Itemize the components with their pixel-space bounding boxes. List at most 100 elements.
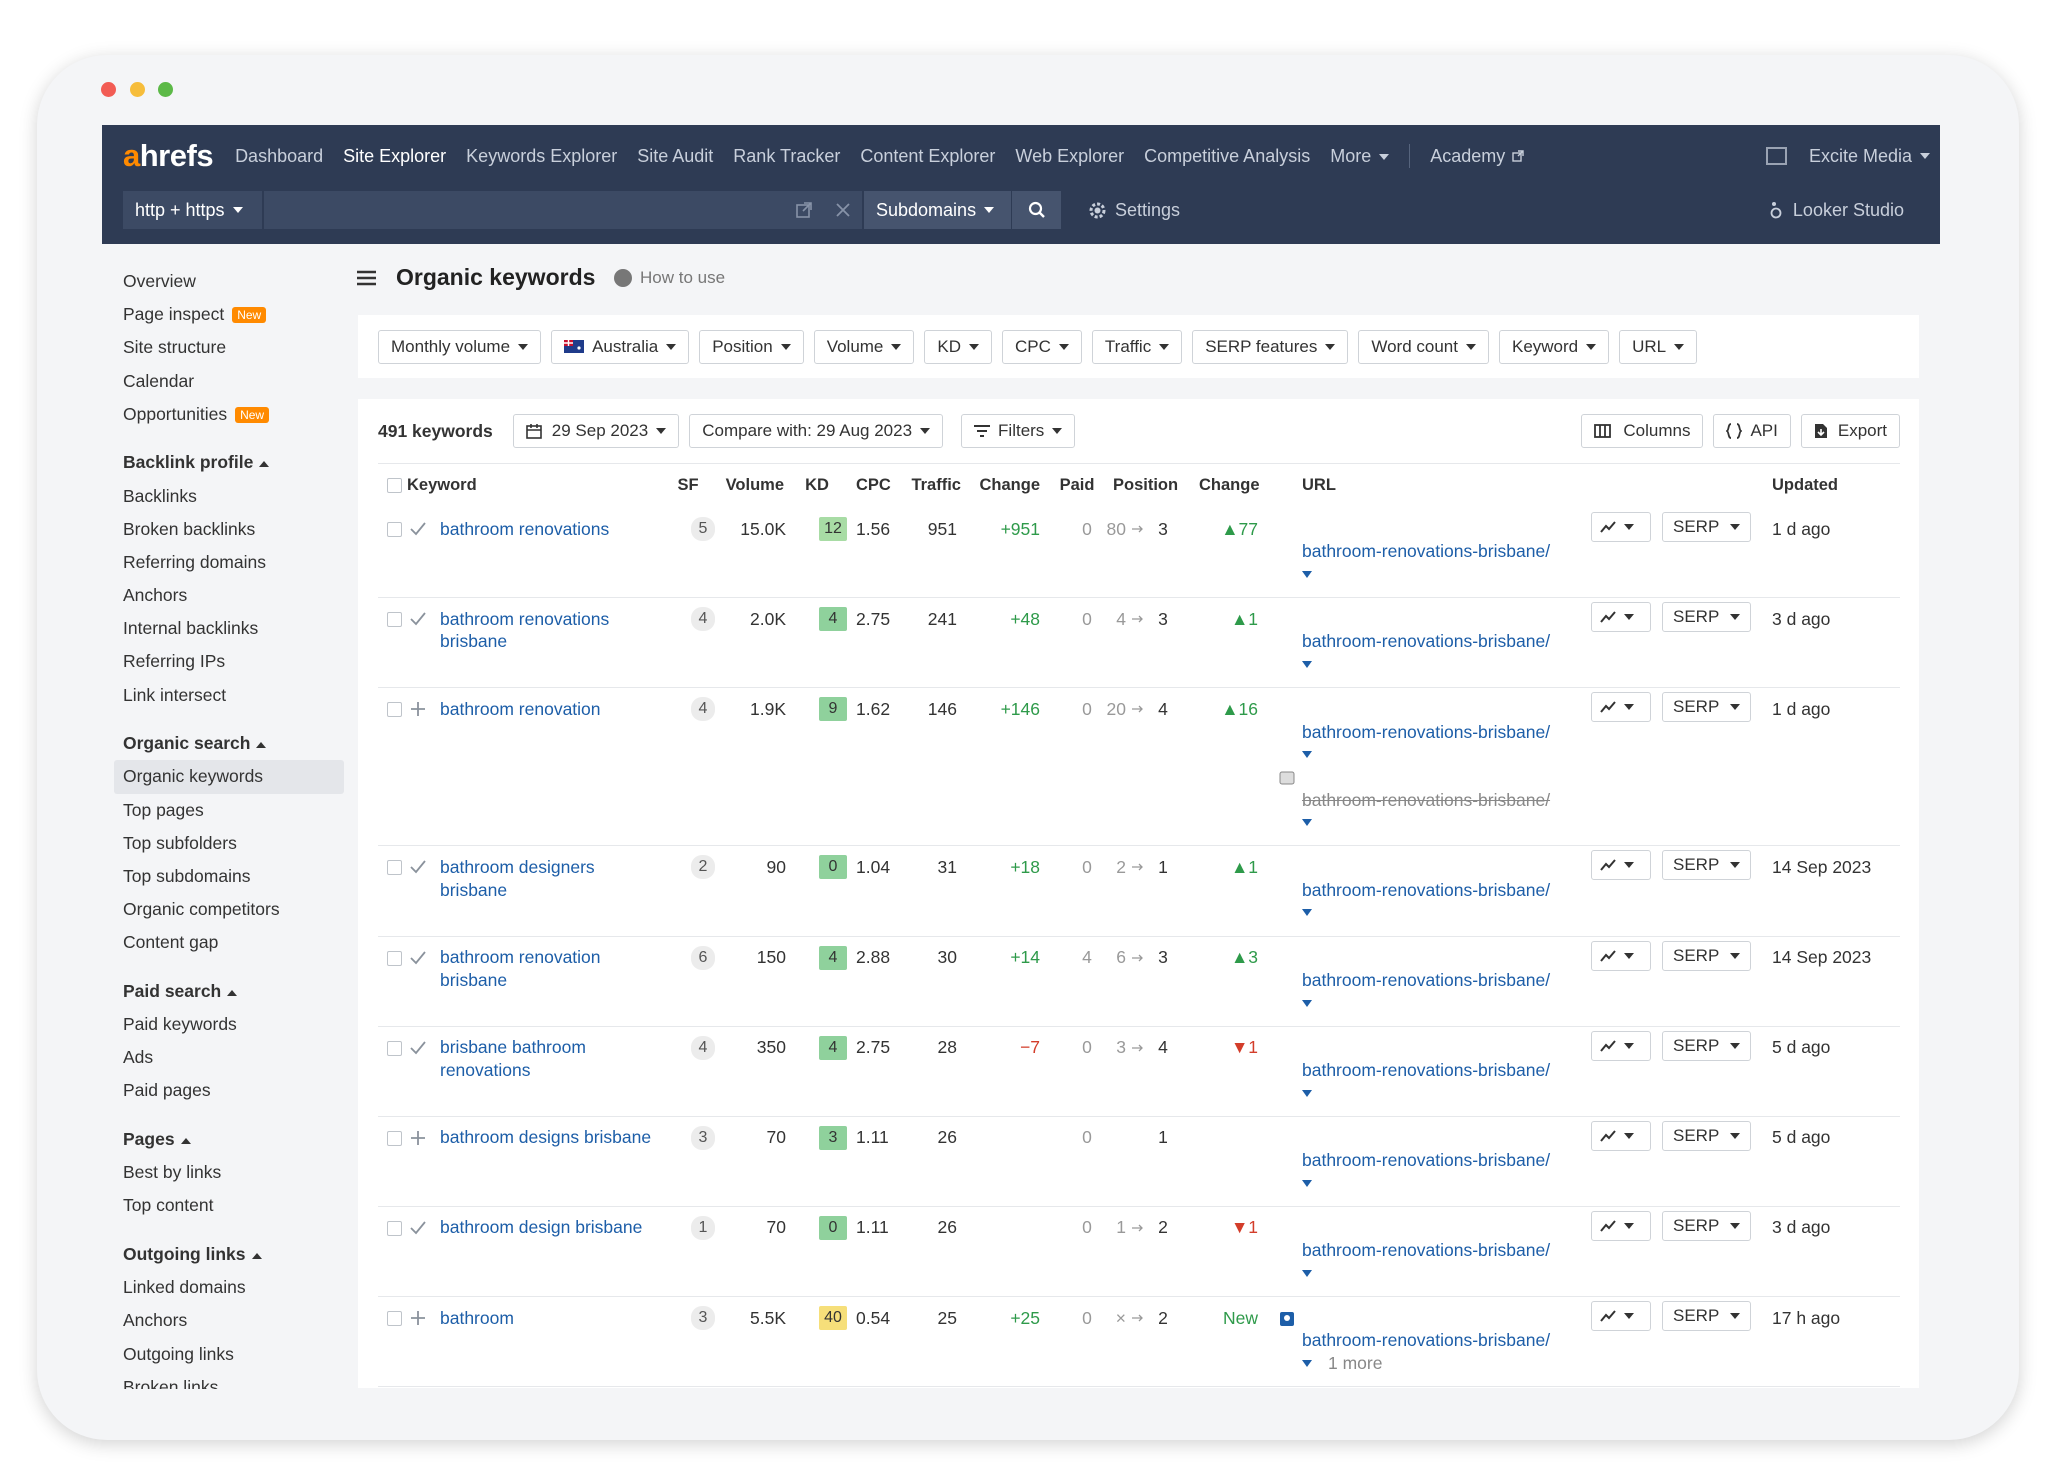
row-checkbox[interactable] [387,1040,402,1056]
keyword[interactable]: bathroom renovations [440,518,610,539]
url[interactable]: bathroom-renovations-brisbane/ [1302,1330,1551,1351]
sidebar-item[interactable]: Top subdomains [123,865,251,886]
serp-button[interactable]: SERP [1662,1210,1751,1241]
row-checkbox[interactable] [387,1130,402,1146]
url-expand[interactable] [1302,1179,1312,1187]
sidebar-item[interactable]: Broken backlinks [123,518,256,539]
sidebar-group[interactable]: Paid search [114,975,344,1008]
filter-button[interactable]: CPC [1002,329,1082,364]
settings[interactable]: Settings [1115,199,1181,220]
row-checkbox[interactable] [387,1310,402,1326]
trend-button[interactable] [1591,602,1651,633]
keyword[interactable]: bathroom designs brisbane [440,1127,652,1148]
nav-more[interactable]: More [1330,146,1390,167]
column-header[interactable]: Keyword [407,476,477,494]
trend-button[interactable] [1591,1120,1651,1151]
url-expand[interactable] [1302,999,1312,1007]
row-checkbox[interactable] [387,702,402,718]
keyword[interactable]: bathroom [440,1307,514,1328]
filter-button[interactable]: Volume [813,329,915,364]
sidebar-item[interactable]: Link intersect [123,684,227,705]
url-expand[interactable] [1302,909,1312,917]
column-header[interactable]: Volume [725,476,784,494]
filter-button[interactable]: Word count [1358,329,1489,364]
column-header[interactable]: Change [1199,476,1260,494]
api-button[interactable]: API [1713,414,1791,448]
keyword-icon[interactable] [410,859,426,875]
keyword[interactable]: bathroom renovation brisbane [440,947,601,990]
sidebar-item[interactable]: Backlinks [123,485,197,506]
sidebar-item[interactable]: Internal backlinks [123,618,259,639]
sidebar-item[interactable]: Ads [123,1047,154,1068]
url[interactable]: bathroom-renovations-brisbane/ [1302,1240,1551,1261]
nav-item[interactable]: Site Audit [637,145,714,166]
filter-button[interactable]: Position [699,329,804,364]
sidebar-item[interactable]: Organic competitors [123,899,280,920]
filter-button[interactable]: Australia [551,329,690,364]
sidebar-item[interactable]: Page inspect New [114,298,344,331]
sidebar-item[interactable]: Overview [114,265,344,298]
sidebar-item[interactable]: Organic keywords [114,760,344,794]
keyword-icon[interactable] [410,1130,426,1146]
sidebar-item[interactable]: Referring IPs [123,651,226,672]
url[interactable]: bathroom-renovations-brisbane/ [1302,541,1551,562]
column-header[interactable]: SF [677,476,699,494]
sidebar-item[interactable]: Opportunities New [114,398,344,431]
sidebar-item[interactable]: Paid pages [123,1080,211,1101]
trend-button[interactable] [1591,512,1651,542]
trend-button[interactable] [1591,940,1651,971]
sidebar-item[interactable]: Calendar [114,365,344,398]
help-link[interactable]: How to use [614,268,725,288]
filter-button[interactable]: URL [1619,329,1698,364]
keyword[interactable]: bathroom renovation [440,698,601,719]
row-checkbox[interactable] [387,860,402,876]
sidebar-group[interactable]: Organic search [114,727,344,760]
keyword-icon[interactable] [410,950,426,966]
column-header[interactable]: Position [1113,476,1179,494]
url[interactable]: bathroom-renovations-brisbane/ [1302,721,1551,742]
sidebar-group[interactable]: Pages [114,1123,344,1156]
account[interactable]: Excite Media [1809,145,1913,166]
row-checkbox[interactable] [387,950,402,966]
keyword-icon[interactable] [410,1310,426,1326]
serp-button[interactable]: SERP [1662,602,1751,633]
row-checkbox[interactable] [387,612,402,628]
keyword-icon[interactable] [410,1220,426,1236]
nav-item[interactable]: Dashboard [235,145,324,166]
keyword[interactable]: bathroom design brisbane [440,1217,643,1238]
serp-button[interactable]: SERP [1662,850,1751,881]
trend-button[interactable] [1591,1210,1651,1241]
serp-button[interactable]: SERP [1662,692,1751,723]
filter-button[interactable]: SERP features [1192,329,1349,364]
nav-academy[interactable]: Academy [1430,146,1524,167]
url[interactable]: bathroom-renovations-brisbane/ [1302,1150,1551,1171]
trend-button[interactable] [1591,692,1651,723]
row-checkbox[interactable] [387,1220,402,1236]
url[interactable]: bathroom-renovations-brisbane/ [1302,631,1551,652]
url[interactable]: bathroom-renovations-brisbane/ [1302,879,1551,900]
filter-button[interactable]: Traffic [1091,329,1183,364]
keyword-icon[interactable] [410,1040,426,1056]
date-select[interactable]: 29 Sep 2023 [512,414,680,448]
serp-button[interactable]: SERP [1662,940,1751,971]
sidebar-item[interactable]: Anchors [123,1310,188,1331]
search-button[interactable] [1012,191,1061,229]
filter-button[interactable]: Keyword [1498,329,1610,364]
protocol-select[interactable]: http + https [123,191,262,229]
filters-button[interactable]: Filters [961,414,1076,448]
serp-button[interactable]: SERP [1662,1030,1751,1061]
export-button[interactable]: Export [1800,414,1900,448]
nav-item[interactable]: Content Explorer [860,145,996,166]
nav-item[interactable]: Competitive Analysis [1144,145,1311,166]
looker-link[interactable]: Looker Studio [1769,191,1904,229]
keyword-icon[interactable] [410,521,426,537]
keyword[interactable]: brisbane bathroom renovations [440,1037,586,1080]
sidebar-item[interactable]: Site structure [114,331,344,364]
sidebar-item[interactable]: Paid keywords [123,1014,237,1035]
nav-item[interactable]: Web Explorer [1015,145,1125,166]
trend-button[interactable] [1591,1030,1651,1061]
sidebar-item[interactable]: Broken links [123,1376,219,1389]
keyword-icon[interactable] [410,701,426,717]
keyword-icon[interactable] [410,611,426,627]
serp-button[interactable]: SERP [1662,512,1751,542]
